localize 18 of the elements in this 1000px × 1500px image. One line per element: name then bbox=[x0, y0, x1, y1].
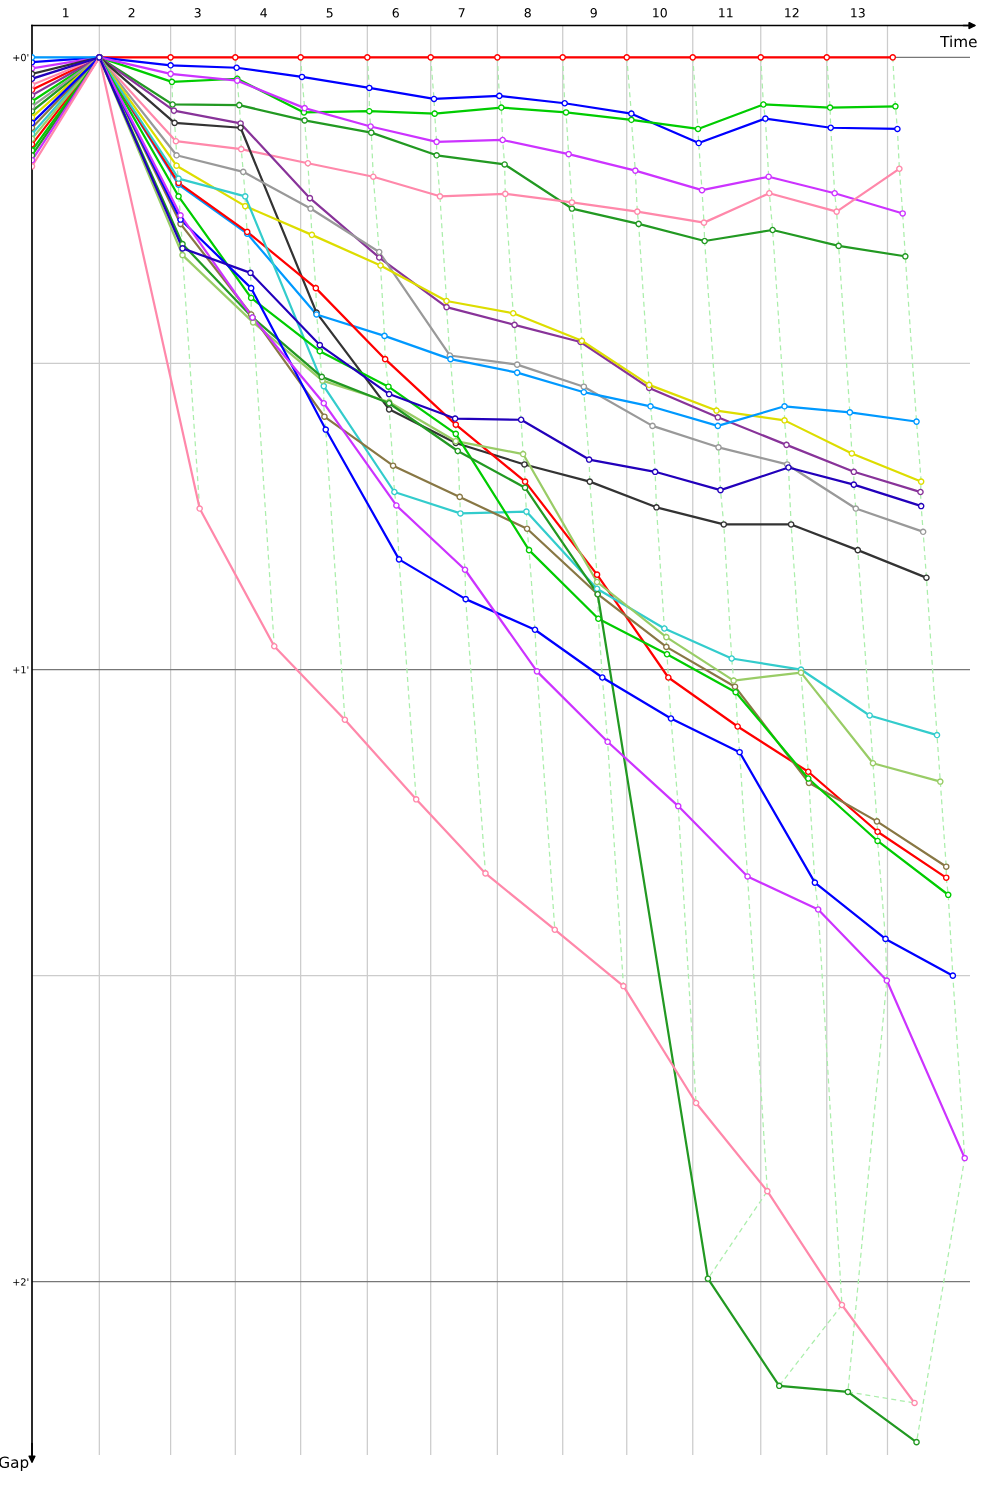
y-tick-label: +2' bbox=[13, 1278, 29, 1286]
x-tick-label: 7 bbox=[458, 8, 465, 18]
y-tick-label: +1' bbox=[13, 666, 29, 674]
x-tick-label: 3 bbox=[194, 8, 201, 18]
x-tick-label: 6 bbox=[392, 8, 399, 18]
x-tick-label: 8 bbox=[524, 8, 531, 18]
x-tick-label: 12 bbox=[785, 8, 799, 18]
x-tick-label: 2 bbox=[128, 8, 135, 18]
y-axis-title: Gap bbox=[0, 1456, 29, 1471]
x-tick-label: 5 bbox=[326, 8, 333, 18]
x-tick-label: 4 bbox=[260, 8, 267, 18]
x-axis-title: Time bbox=[940, 35, 977, 48]
x-tick-label: 11 bbox=[719, 8, 733, 18]
x-tick-label: 10 bbox=[653, 8, 667, 18]
x-tick-label: 9 bbox=[590, 8, 597, 18]
x-tick-label: 1 bbox=[63, 8, 69, 18]
y-tick-label: +0' bbox=[13, 53, 29, 62]
x-tick-label: 13 bbox=[851, 8, 865, 18]
